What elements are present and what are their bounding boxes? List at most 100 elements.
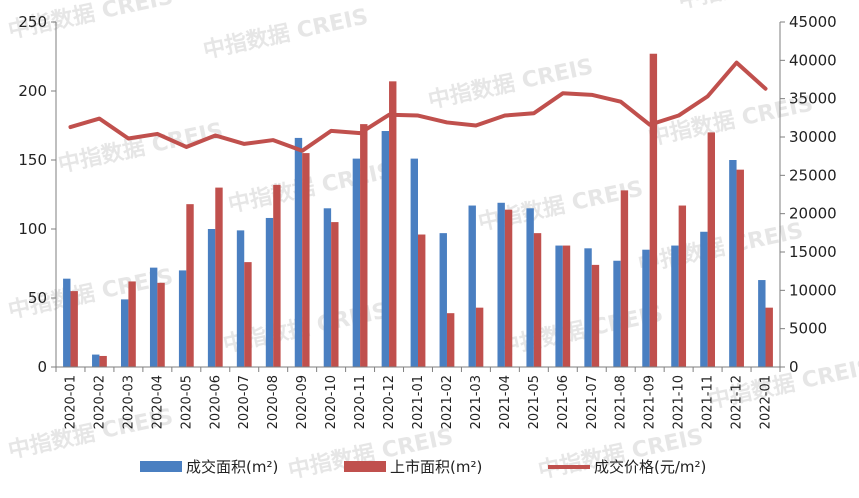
legend-label-listed-area: 上市面积(m²) [390,458,482,476]
bar-listed-area [157,282,165,367]
x-tick-label: 2022-01 [759,375,774,429]
right-tick-label: 45000 [789,13,837,31]
x-tick-label: 2021-04 [498,375,513,429]
x-tick-label: 2021-03 [469,375,484,429]
x-tick-label: 2021-07 [585,375,600,429]
bar-transaction-area [121,299,129,367]
right-tick-label: 15000 [789,243,837,261]
bar-listed-area [533,233,542,367]
x-tick-label: 2021-08 [614,375,629,429]
x-tick-label: 2020-02 [92,375,107,429]
x-tick-label: 2020-03 [121,375,136,429]
watermark-text: 中指数据 CREIS [201,4,371,64]
bar-transaction-area [207,229,216,367]
right-tick-label: 35000 [789,90,837,108]
bar-transaction-area [613,260,621,367]
bar-listed-area [446,313,455,367]
bar-transaction-area [410,158,418,367]
bar-listed-area [418,234,426,367]
bar-transaction-area [700,231,708,367]
line-transaction-price [68,60,768,153]
bar-listed-area [186,204,194,367]
price-line-layer [68,60,768,153]
legend-swatch-listed-area [344,461,386,472]
bar-transaction-area [236,230,245,367]
bar-listed-area [360,124,368,368]
axes-layer: 0 50 100 150 200 250 0 5000 10000 15000 20000 25000… [18,13,836,429]
bar-listed-area [99,355,107,367]
x-tick-label: 2020-06 [208,375,223,429]
bar-transaction-area [265,217,274,367]
bar-transaction-area [352,158,361,367]
bar-listed-area [678,205,687,367]
watermark-text: 中指数据 CREIS [56,118,226,178]
x-tick-label: 2020-07 [237,375,252,429]
bar-listed-area [591,264,600,367]
left-tick-label: 100 [18,220,47,238]
x-tick-label: 2020-01 [63,375,78,429]
bar-transaction-area [526,208,534,367]
bar-listed-area [70,291,78,367]
right-tick-label: 20000 [789,205,837,223]
bar-listed-area [765,307,773,367]
bar-transaction-area [468,205,476,367]
right-tick-label: 0 [789,358,799,376]
x-tick-label: 2020-08 [266,375,281,429]
bar-transaction-area [381,131,390,367]
x-tick-label: 2020-10 [324,375,339,429]
x-tick-label: 2021-06 [556,375,571,429]
x-tick-label: 2020-05 [179,375,194,429]
x-tick-label: 2021-01 [411,375,426,429]
bar-transaction-area [497,202,505,367]
bar-transaction-area [642,249,650,367]
bar-listed-area [649,53,658,368]
x-tick-label: 2021-11 [701,375,716,429]
bar-listed-area [128,281,136,367]
x-tick-label: 2020-09 [295,375,310,429]
bar-transaction-area [294,137,303,367]
bar-transaction-area [671,245,679,367]
bar-listed-area [302,153,310,367]
x-tick-label: 2021-10 [672,375,687,429]
left-tick-label: 0 [37,358,47,376]
x-tick-label: 2021-02 [440,375,455,429]
bar-listed-area [475,307,484,367]
bar-listed-area [620,190,629,367]
right-tick-label: 25000 [789,166,837,184]
right-tick-label: 5000 [789,320,827,338]
bar-listed-area [215,187,223,367]
legend: 成交面积(m²) 上市面积(m²) 成交价格(元/m²) [140,458,706,476]
watermark-text: 中指数据 CREIS [426,54,596,114]
left-tick-label: 150 [18,151,47,169]
right-tick-label: 30000 [789,128,837,146]
left-tick-label: 50 [28,289,47,307]
legend-label-transaction-price: 成交价格(元/m²) [594,458,706,476]
right-tick-label: 10000 [789,281,837,299]
bar-listed-area [331,222,339,367]
bar-transaction-area [729,160,737,367]
legend-swatch-transaction-area [140,461,182,472]
bar-layer [63,53,773,368]
watermark-text: 中指数据 CREIS [676,0,846,14]
bar-transaction-area [439,233,447,367]
bar-transaction-area [555,245,563,367]
bar-listed-area [736,169,744,367]
watermark-text: 中指数据 CREIS [496,301,666,361]
x-tick-label: 2020-11 [353,375,368,429]
x-tick-label: 2020-12 [382,375,397,429]
right-tick-label: 40000 [789,51,837,69]
bar-transaction-area [149,267,158,367]
bar-listed-area [244,262,252,367]
bar-listed-area [389,81,397,367]
bar-transaction-area [323,208,332,367]
x-tick-label: 2021-12 [730,375,745,429]
x-tick-label: 2021-09 [643,375,658,429]
left-tick-label: 200 [18,82,47,100]
watermark-text: 中指数据 CREIS [226,158,396,218]
x-tick-label: 2021-05 [527,375,542,429]
bar-listed-area [707,132,715,367]
bar-listed-area [562,245,571,367]
bar-transaction-area [92,354,100,367]
bar-transaction-area [178,270,187,367]
x-tick-label: 2020-04 [150,375,165,429]
